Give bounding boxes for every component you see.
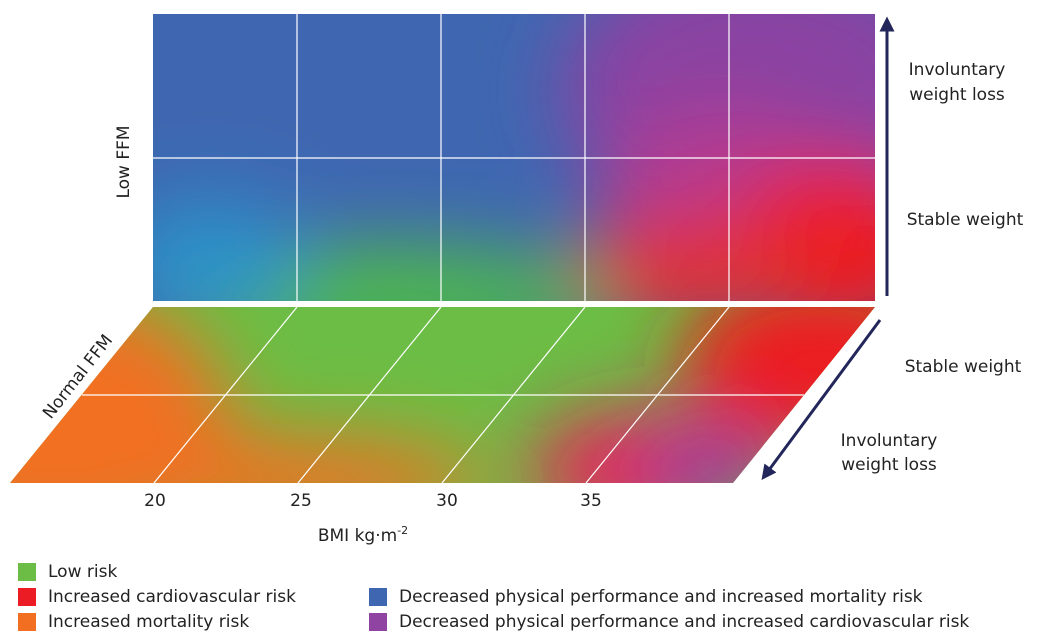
- legend-label: Decreased physical performance and incre…: [399, 587, 923, 607]
- upper-involuntary-line1: Involuntary: [909, 60, 1006, 80]
- upper-stable-label: Stable weight: [907, 210, 1024, 230]
- low-ffm-grid: [153, 14, 875, 301]
- x-axis-label-sup: -2: [397, 524, 408, 537]
- legend-swatch: [18, 588, 36, 606]
- x-tick-20: 20: [144, 491, 166, 511]
- legend-label: Decreased physical performance and incre…: [399, 612, 970, 632]
- x-axis-label-base: BMI kg·m: [318, 526, 397, 546]
- x-tick-30: 30: [436, 491, 458, 511]
- x-tick-35: 35: [580, 491, 602, 511]
- legend-label: Increased mortality risk: [48, 612, 250, 632]
- legend-swatch: [369, 588, 387, 606]
- lower-involuntary-line2: weight loss: [841, 455, 937, 475]
- x-tick-25: 25: [290, 491, 312, 511]
- lower-stable-label: Stable weight: [905, 357, 1022, 377]
- legend: Low risk Increased cardiovascular risk I…: [18, 560, 1038, 634]
- upper-involuntary-line2: weight loss: [909, 85, 1005, 105]
- x-ticks: 20 25 30 35: [144, 491, 602, 511]
- legend-item-low-risk: Low risk: [18, 560, 117, 584]
- normal-ffm-grid: [82, 307, 804, 483]
- legend-label: Increased cardiovascular risk: [48, 587, 296, 607]
- low-ffm-panel: [153, 14, 875, 301]
- legend-swatch: [18, 563, 36, 581]
- diagonal-arrow: [761, 319, 882, 481]
- legend-label: Low risk: [48, 562, 118, 582]
- lower-involuntary-line1: Involuntary: [841, 431, 938, 451]
- legend-item-performance-cardiovascular: Decreased physical performance and incre…: [369, 610, 969, 634]
- x-axis-label: BMI kg·m-2: [318, 524, 408, 546]
- legend-item-performance-mortality: Decreased physical performance and incre…: [369, 585, 923, 609]
- legend-swatch: [369, 613, 387, 631]
- low-ffm-label: Low FFM: [114, 125, 134, 198]
- legend-swatch: [18, 613, 36, 631]
- legend-item-cardiovascular: Increased cardiovascular risk: [18, 585, 296, 609]
- legend-item-mortality: Increased mortality risk: [18, 610, 249, 634]
- right-labels: Involuntary weight loss Stable weight St…: [841, 60, 1024, 475]
